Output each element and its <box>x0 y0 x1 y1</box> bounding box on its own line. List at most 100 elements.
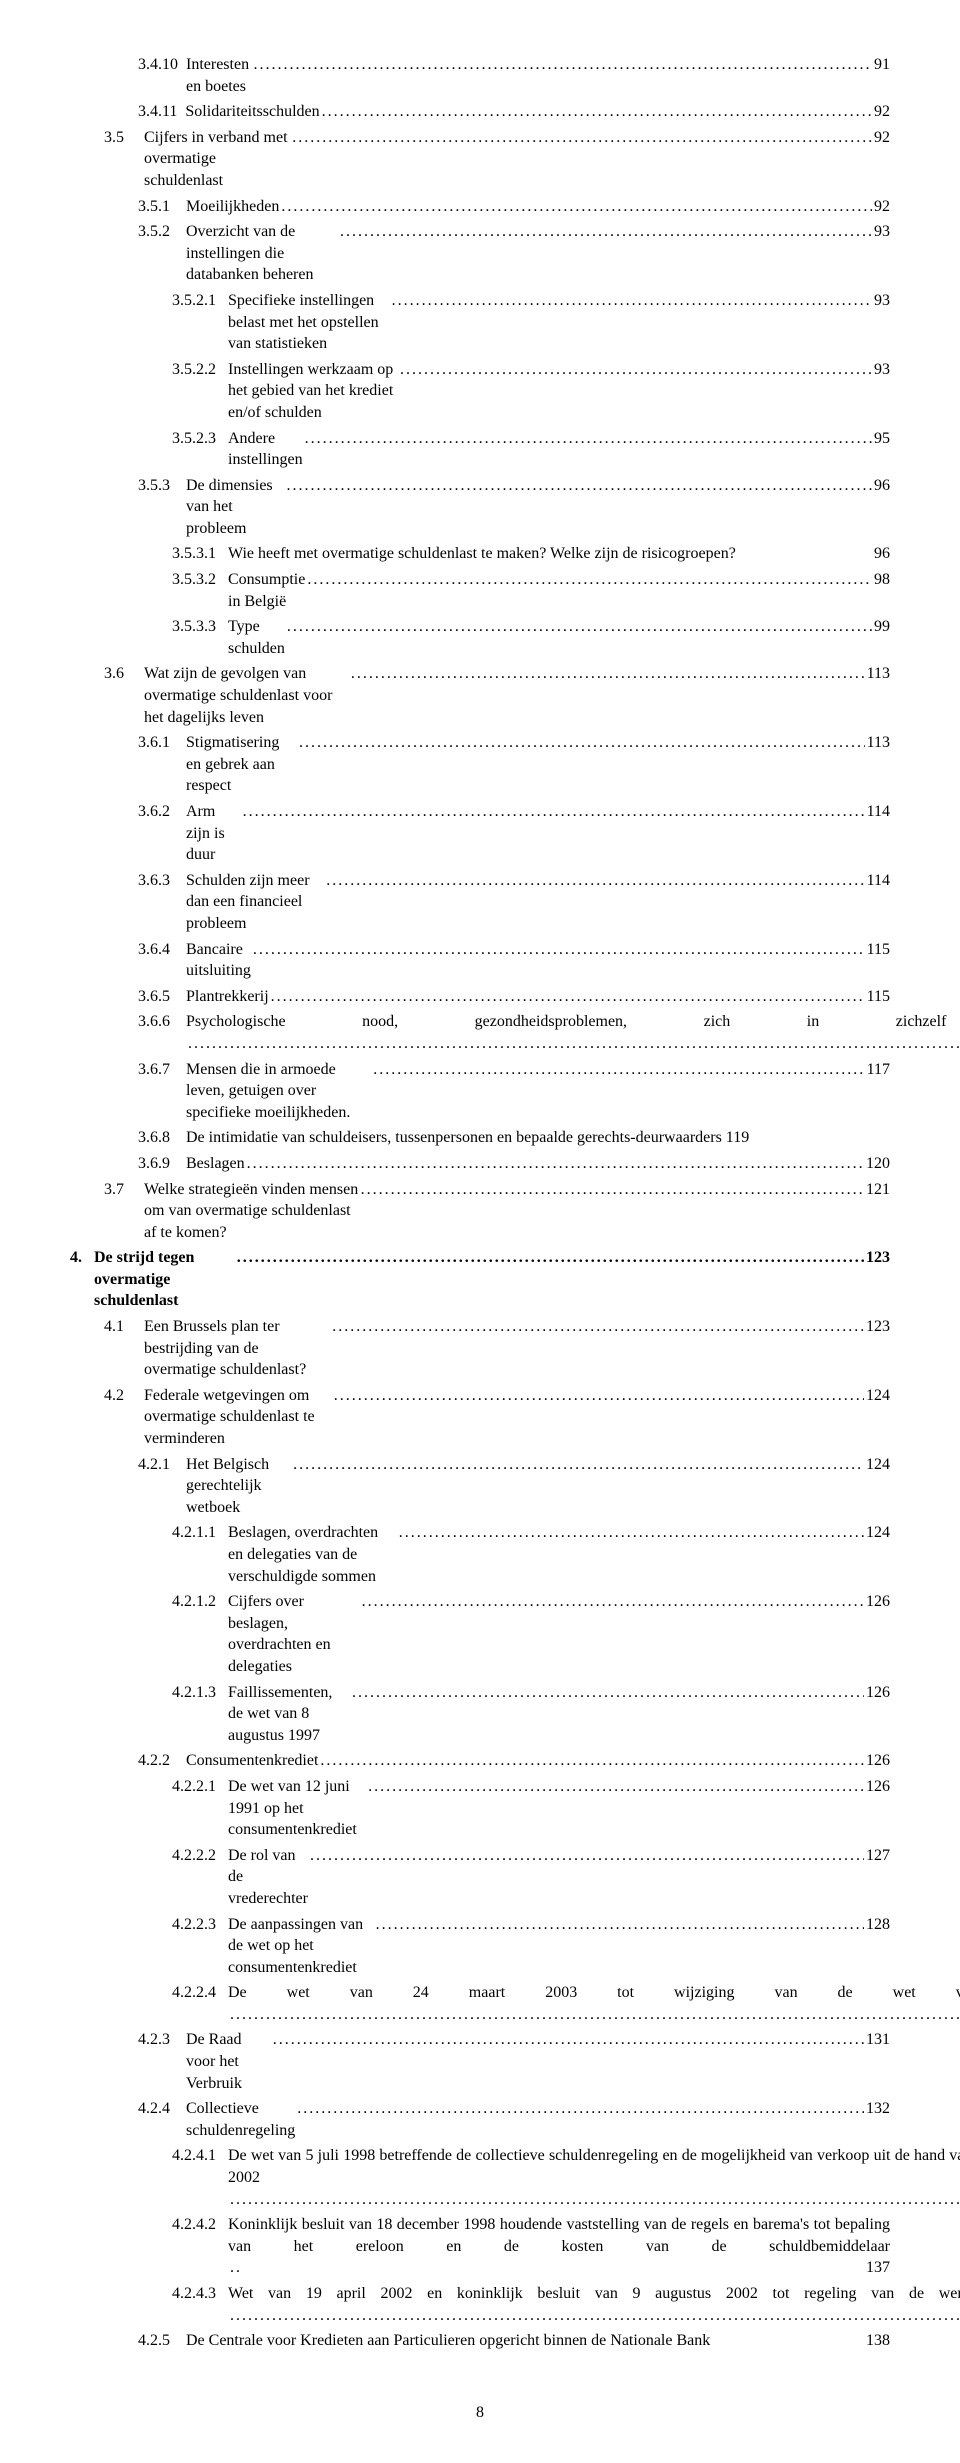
toc-entry: 4.2.1.3 Faillissementen, de wet van 8 au… <box>70 1682 890 1747</box>
toc-number: 3.6 <box>104 663 144 685</box>
toc-page: 132 <box>866 2098 890 2120</box>
toc-entry: 4.2.2 Consumentenkrediet................… <box>70 1750 890 1772</box>
toc-number: 4. <box>70 1247 94 1269</box>
toc-entry: 3.5.2.2 Instellingen werkzaam op het geb… <box>70 359 890 424</box>
toc-number: 3.5.3 <box>138 475 186 497</box>
toc-entry: 4.2.4.3 Wet van 19 april 2002 en koninkl… <box>70 2283 890 2326</box>
toc-number: 3.6.3 <box>138 870 186 892</box>
toc-title: Cijfers in verband met overmatige schuld… <box>144 127 290 192</box>
toc-number: 4.2.2.2 <box>172 1845 228 1867</box>
toc-title: Wat zijn de gevolgen van overmatige schu… <box>144 663 349 728</box>
toc-entry: 3.6.2 Arm zijn is duur..................… <box>70 801 890 866</box>
toc-number: 3.5.2 <box>138 221 186 243</box>
toc-page: 126 <box>866 1682 890 1704</box>
toc-entry: 3.5.2.3 Andere instellingen.............… <box>70 428 890 471</box>
toc-page: 92 <box>874 127 890 149</box>
page-number: 8 <box>70 2402 890 2424</box>
toc-number: 4.2.5 <box>138 2330 186 2352</box>
toc-entry: 4.2.1.1 Beslagen, overdrachten en delega… <box>70 1522 890 1587</box>
toc-entry: 4.2 Federale wetgevingen om overmatige s… <box>70 1385 890 1450</box>
toc-number: 3.7 <box>104 1179 144 1201</box>
toc-title: De Raad voor het Verbruik <box>186 2029 271 2094</box>
toc-entry: 3.4.10 Interesten en boetes.............… <box>70 54 890 97</box>
toc-title: Welke strategieën vinden mensen om van o… <box>144 1179 359 1244</box>
toc-entry: 3.6.9 Beslagen..........................… <box>70 1153 890 1175</box>
toc-page: 91 <box>874 54 890 76</box>
toc-number: 3.4.10 <box>138 54 186 76</box>
toc-entry: 4.2.2.2 De rol van de vrederechter......… <box>70 1845 890 1910</box>
toc-entry: 4.2.2.3 De aanpassingen van de wet op he… <box>70 1914 890 1979</box>
toc-entry: 3.5.3 De dimensies van het probleem.....… <box>70 475 890 540</box>
toc-leader: ........................................… <box>230 2305 960 2327</box>
toc-entry: 4.2.4.1 De wet van 5 juli 1998 betreffen… <box>70 2145 890 2210</box>
toc-page: 92 <box>874 101 890 123</box>
toc-number: 4.2.4.1 <box>172 2145 228 2167</box>
toc-leader: ........................................… <box>368 1776 864 1798</box>
toc-number: 4.2.2 <box>138 1750 186 1772</box>
table-of-contents: 3.4.10 Interesten en boetes.............… <box>70 54 890 2352</box>
toc-page: 96 <box>874 475 890 497</box>
toc-title: Andere instellingen <box>228 428 303 471</box>
toc-leader: ........................................… <box>299 732 865 754</box>
toc-page: 114 <box>867 870 890 892</box>
toc-title: De wet van 24 maart 2003 tot wijziging v… <box>228 1982 960 2025</box>
toc-entry: 3.6.3 Schulden zijn meer dan een financi… <box>70 870 890 935</box>
toc-number: 4.2.2.4 <box>172 1982 228 2004</box>
toc-number: 4.2.4 <box>138 2098 186 2120</box>
toc-title: Federale wetgevingen om overmatige schul… <box>144 1385 332 1450</box>
toc-entry: 4.2.4 Collectieve schuldenregeling......… <box>70 2098 890 2141</box>
toc-entry: 3.5.3.1 Wie heeft met overmatige schulde… <box>70 543 890 565</box>
toc-page: 98 <box>874 569 890 591</box>
toc-title: Cijfers over beslagen, overdrachten en d… <box>228 1591 360 1677</box>
toc-entry: 3.7 Welke strategieën vinden mensen om v… <box>70 1179 890 1244</box>
toc-page: 93 <box>874 221 890 243</box>
toc-leader: ........................................… <box>322 101 872 123</box>
toc-number: 3.6.4 <box>138 939 186 961</box>
toc-page: 126 <box>866 1776 890 1798</box>
toc-title: Consumptie in België <box>228 569 305 612</box>
toc-leader: ........................................… <box>287 616 872 638</box>
toc-entry: 3.6.4 Bancaire uitsluiting..............… <box>70 939 890 982</box>
toc-number: 4.2.1.3 <box>172 1682 228 1704</box>
toc-leader: ........................................… <box>281 196 872 218</box>
toc-entry: 3.5.2 Overzicht van de instellingen die … <box>70 221 890 286</box>
toc-title: Arm zijn is duur <box>186 801 241 866</box>
toc-leader: ........................................… <box>326 870 864 892</box>
toc-entry: 4.2.2.4 De wet van 24 maart 2003 tot wij… <box>70 1982 890 2025</box>
toc-title: Interesten en boetes <box>186 54 251 97</box>
toc-number: 3.5.3.2 <box>172 569 228 591</box>
toc-entry: 3.6.8 De intimidatie van schuldeisers, t… <box>70 1127 890 1149</box>
toc-leader: ........................................… <box>253 54 872 76</box>
toc-leader: ........................................… <box>399 1522 864 1544</box>
toc-number: 4.2 <box>104 1385 144 1407</box>
toc-title: Wie heeft met overmatige schuldenlast te… <box>228 543 736 565</box>
toc-leader: ........................................… <box>310 1845 864 1867</box>
toc-number: 3.6.9 <box>138 1153 186 1175</box>
toc-leader: ........................................… <box>307 569 872 591</box>
toc-entry: 3.6.6 Psychologische nood, gezondheidspr… <box>70 1011 890 1054</box>
toc-leader: ........................................… <box>392 290 872 312</box>
toc-page: 126 <box>866 1750 890 1772</box>
toc-entry: 3.5.1 Moeilijkheden.....................… <box>70 196 890 218</box>
toc-entry: 4.1 Een Brussels plan ter bestrijding va… <box>70 1316 890 1381</box>
toc-entry: 3.5 Cijfers in verband met overmatige sc… <box>70 127 890 192</box>
toc-title: Collectieve schuldenregeling <box>186 2098 295 2141</box>
toc-entry: 3.5.3.3 Type schulden...................… <box>70 616 890 659</box>
toc-leader: ........................................… <box>320 1750 864 1772</box>
toc-leader: .. <box>230 2257 864 2279</box>
toc-page: 137 <box>866 2257 890 2279</box>
toc-page: 128 <box>866 1914 890 1936</box>
toc-number: 4.2.1.2 <box>172 1591 228 1613</box>
toc-number: 3.6.5 <box>138 986 186 1008</box>
toc-number: 3.5.2.1 <box>172 290 228 312</box>
toc-number: 4.1 <box>104 1316 144 1338</box>
toc-title: Psychologische nood, gezondheidsprobleme… <box>186 1011 960 1054</box>
toc-page: 123 <box>866 1247 890 1269</box>
toc-number: 3.5.1 <box>138 196 186 218</box>
toc-title: Specifieke instellingen belast met het o… <box>228 290 390 355</box>
toc-page: 124 <box>866 1454 890 1476</box>
toc-page: 121 <box>866 1179 890 1201</box>
toc-title: De dimensies van het probleem <box>186 475 284 540</box>
toc-entry: 3.6.7 Mensen die in armoede leven, getui… <box>70 1059 890 1124</box>
toc-number: 3.5.2.3 <box>172 428 228 450</box>
